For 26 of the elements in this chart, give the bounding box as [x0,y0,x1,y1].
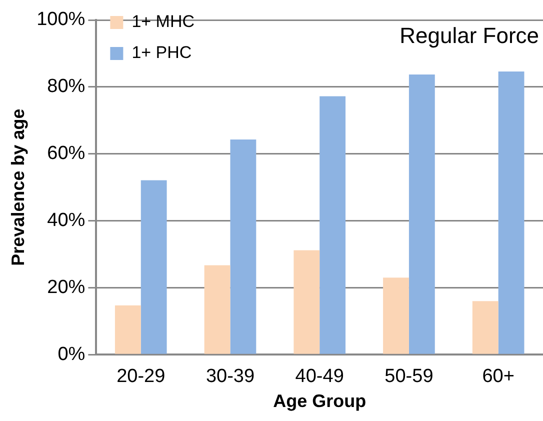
x-tick-label: 40-49 [295,366,344,388]
y-tick-label: 20% [47,276,86,298]
bar [204,265,230,354]
x-tick-label: 50-59 [384,366,434,388]
y-tick-label: 100% [36,9,86,30]
bar [498,72,524,354]
x-tick-label: 20-29 [116,366,166,388]
bar [294,250,320,354]
x-tick-label: 30-39 [206,366,255,388]
legend-label: 1+ MHC [132,12,195,32]
legend-label: 1+ PHC [132,43,192,62]
y-tick-label: 80% [47,76,86,98]
bar [408,74,435,354]
y-tick-label: 60% [47,143,86,164]
bar [472,301,498,354]
bar [114,305,141,354]
bar [140,180,167,354]
bar [320,96,346,354]
y-tick-label: 0% [58,344,86,365]
bar [230,139,256,354]
chart-title: Regular Force [400,23,539,48]
y-tick-label: 40% [47,210,86,231]
bar [383,278,409,354]
x-axis-title: Age Group [273,391,366,412]
y-axis-title: Prevalence by age [8,108,28,266]
x-tick-label: 60+ [482,366,514,388]
